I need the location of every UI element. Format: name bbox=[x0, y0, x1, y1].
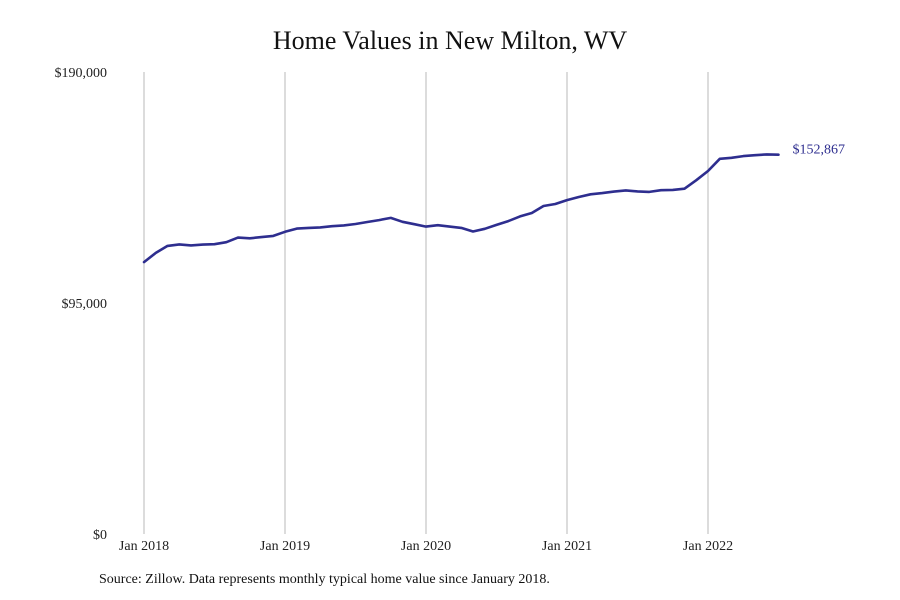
y-axis-tick-labels: $190,000 $95,000 $0 bbox=[55, 66, 108, 543]
source-note: Source: Zillow. Data represents monthly … bbox=[99, 572, 550, 587]
chart-title: Home Values in New Milton, WV bbox=[272, 26, 628, 55]
x-tick-label: Jan 2020 bbox=[401, 539, 451, 554]
x-tick-label: Jan 2022 bbox=[683, 539, 733, 554]
end-value-label: $152,867 bbox=[793, 143, 846, 158]
y-tick-label: $190,000 bbox=[55, 66, 108, 81]
x-tick-label: Jan 2021 bbox=[542, 539, 592, 554]
x-axis-tick-labels: Jan 2018 Jan 2019 Jan 2020 Jan 2021 Jan 2022 bbox=[119, 539, 733, 554]
x-tick-label: Jan 2019 bbox=[260, 539, 310, 554]
series-line bbox=[142, 153, 780, 264]
vertical-gridlines bbox=[143, 72, 709, 534]
x-tick-label: Jan 2018 bbox=[119, 539, 169, 554]
y-tick-label: $95,000 bbox=[62, 297, 108, 312]
series-group bbox=[142, 153, 780, 264]
y-tick-label: $0 bbox=[93, 528, 107, 543]
end-value-group: $152,867 bbox=[793, 143, 846, 158]
